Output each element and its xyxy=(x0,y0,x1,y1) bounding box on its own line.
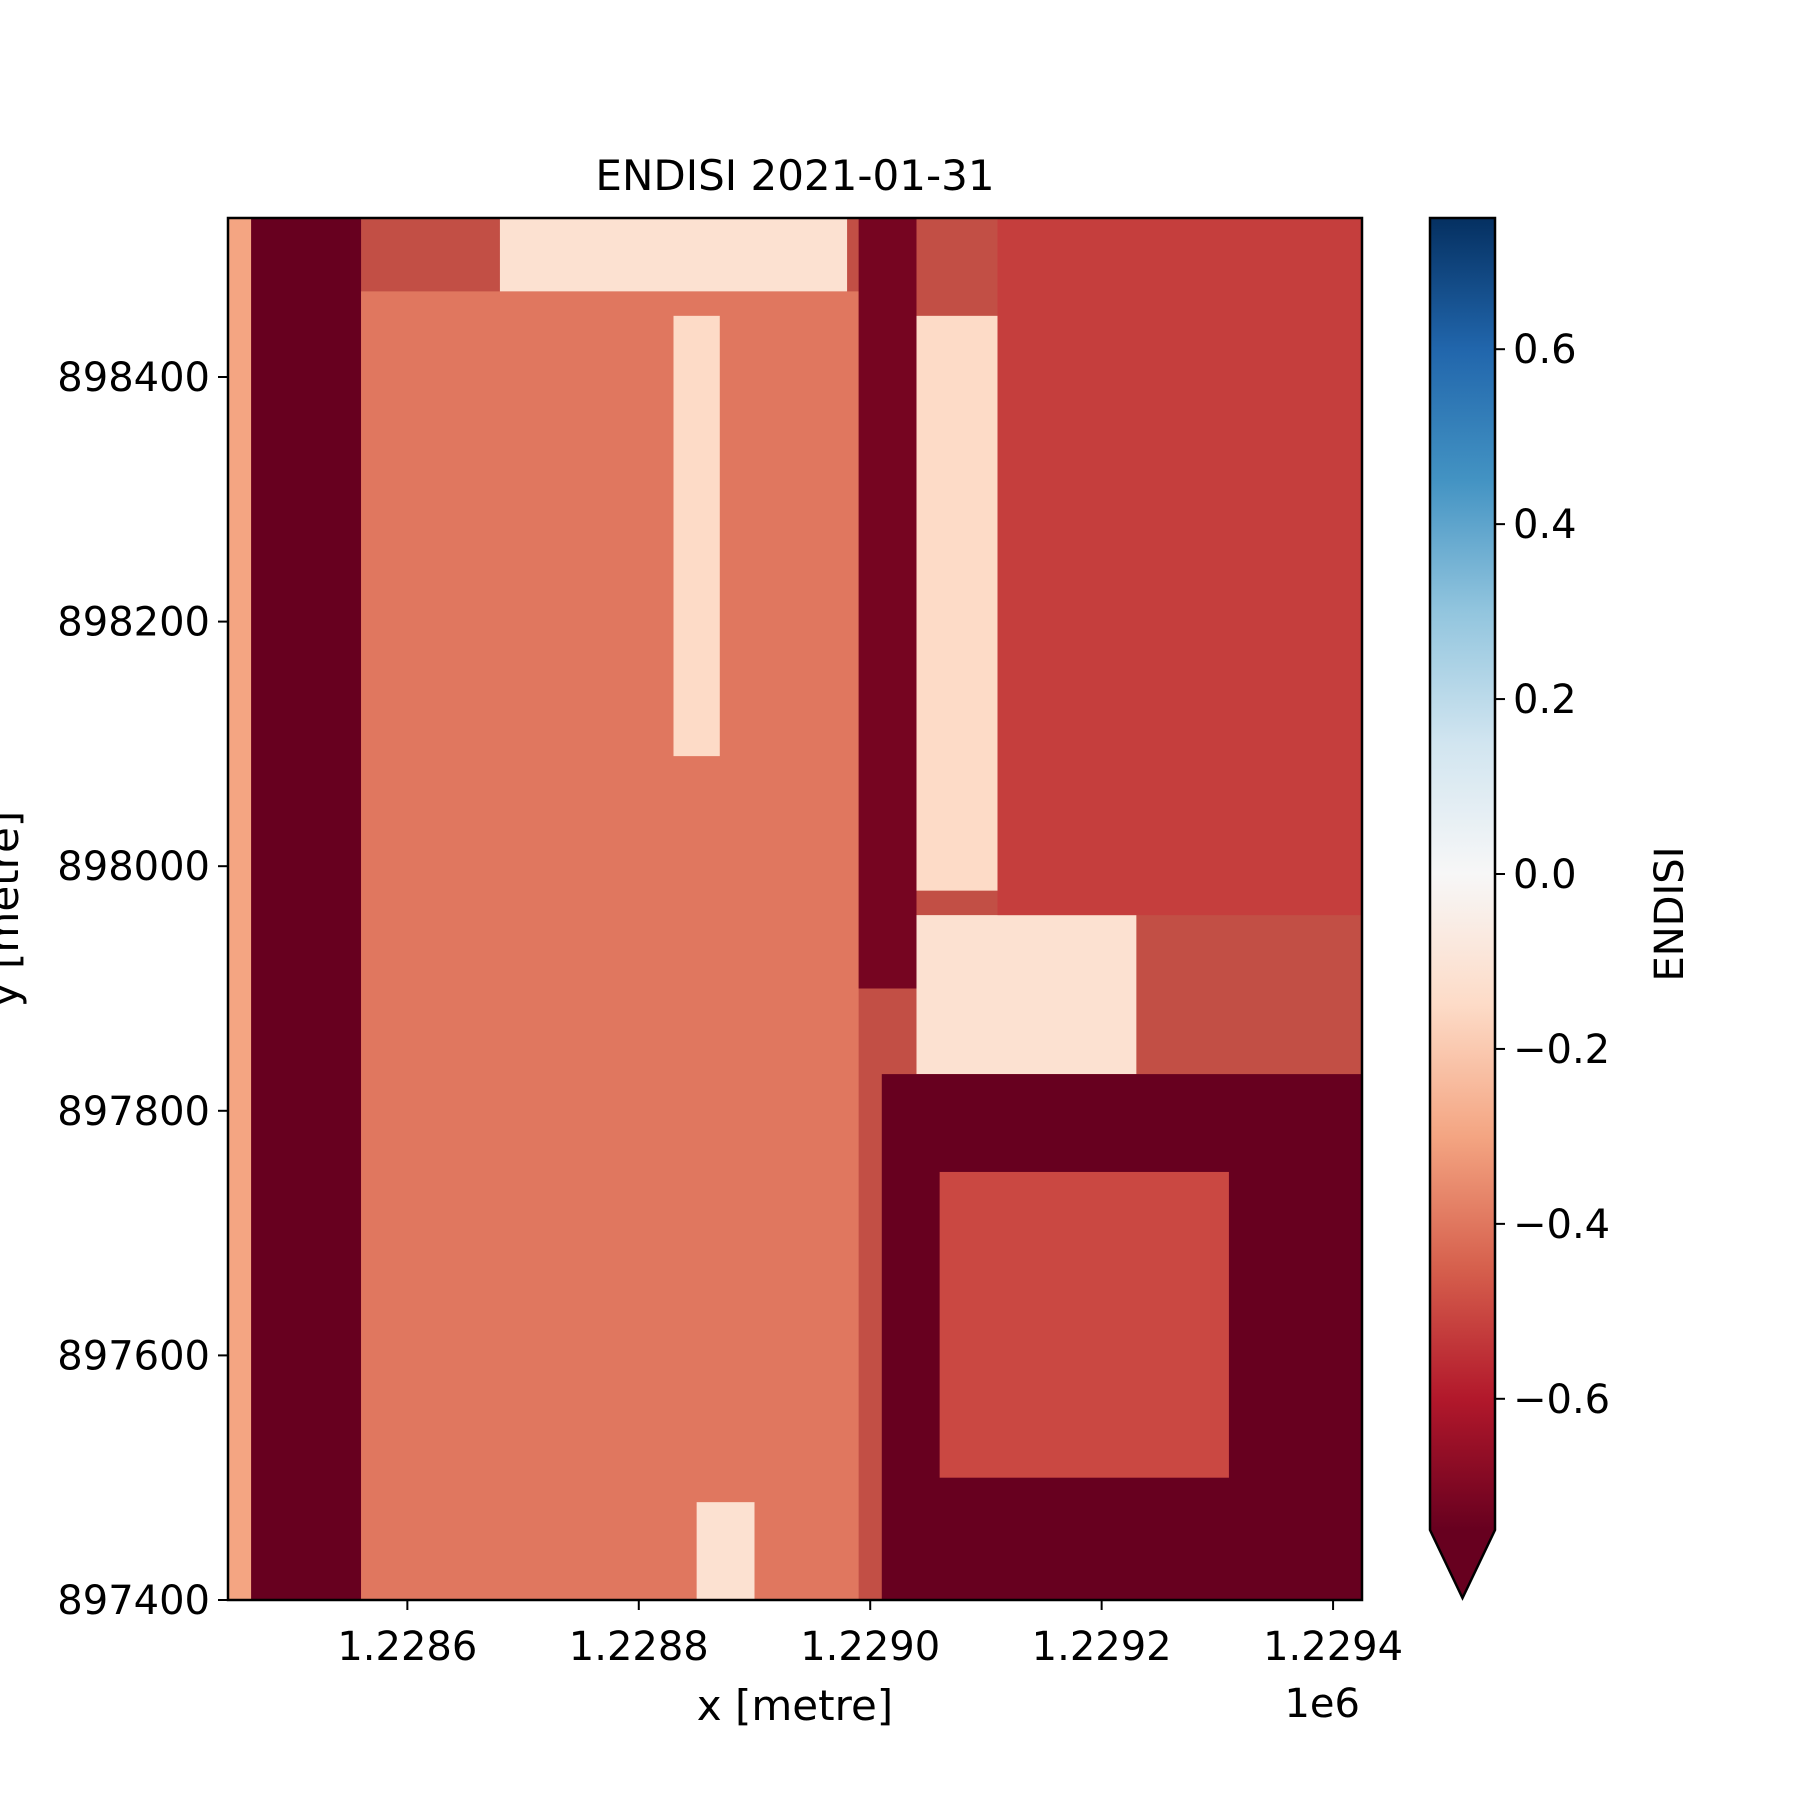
heatmap-region-4 xyxy=(673,315,720,757)
colorbar-label: ENDISI xyxy=(1647,847,1693,982)
y-axis-ticks: 897400 897600 897800 898000 898200 898400 xyxy=(57,355,228,1624)
y-axis-label: y [metre] xyxy=(0,811,28,1007)
x-axis-offset: 1e6 xyxy=(1284,1681,1360,1727)
x-tick-label: 1.2286 xyxy=(337,1624,477,1670)
colorbar-ticks: −0.6 −0.4 −0.2 0.0 0.2 0.4 0.6 xyxy=(1495,327,1610,1423)
heatmap-regions xyxy=(228,218,1362,1600)
x-tick-label: 1.2292 xyxy=(1032,1624,1172,1670)
heatmap-region-8 xyxy=(916,915,1137,1075)
y-tick-label: 897400 xyxy=(57,1578,210,1624)
x-tick-label: 1.2290 xyxy=(800,1624,940,1670)
colorbar-tick-label: −0.6 xyxy=(1513,1377,1610,1423)
heatmap-region-5 xyxy=(696,1502,755,1600)
plot-frame xyxy=(226,216,1364,1602)
y-tick-label: 897600 xyxy=(57,1333,210,1379)
colorbar-tick-label: 0.2 xyxy=(1513,677,1577,723)
colorbar-tick-label: 0.4 xyxy=(1513,502,1577,548)
x-axis-label: x [metre] xyxy=(697,1681,893,1730)
y-tick-label: 897800 xyxy=(57,1089,210,1135)
heatmap-region-9 xyxy=(997,218,1362,916)
colorbar-tick-label: −0.4 xyxy=(1513,1202,1610,1248)
colorbar-tick-label: −0.2 xyxy=(1513,1027,1610,1073)
colorbar-tick-label: 0.6 xyxy=(1513,327,1577,373)
heatmap-region-3 xyxy=(499,218,848,292)
x-tick-label: 1.2294 xyxy=(1263,1624,1403,1670)
x-tick-label: 1.2288 xyxy=(569,1624,709,1670)
heatmap-region-7 xyxy=(916,315,998,891)
heatmap-region-1 xyxy=(251,218,362,1600)
y-tick-label: 898200 xyxy=(57,600,210,646)
x-axis-ticks: 1.2286 1.2288 1.2290 1.2292 1.2294 xyxy=(337,1600,1403,1670)
heatmap-region-6 xyxy=(858,218,917,989)
chart-title: ENDISI 2021-01-31 xyxy=(595,151,994,200)
heatmap-region-2 xyxy=(361,291,859,1600)
heatmap-region-0 xyxy=(228,218,252,1600)
y-tick-label: 898400 xyxy=(57,355,210,401)
colorbar-gradient xyxy=(1430,218,1495,1530)
colorbar-tick-label: 0.0 xyxy=(1513,852,1577,898)
heatmap-region-11 xyxy=(939,1171,1229,1478)
colorbar-outline xyxy=(1428,216,1497,1601)
colorbar: −0.6 −0.4 −0.2 0.0 0.2 0.4 0.6 ENDISI xyxy=(1428,216,1693,1601)
colorbar-extend-min xyxy=(1430,1530,1495,1598)
y-tick-label: 898000 xyxy=(57,844,210,890)
heatmap xyxy=(228,218,1362,1600)
